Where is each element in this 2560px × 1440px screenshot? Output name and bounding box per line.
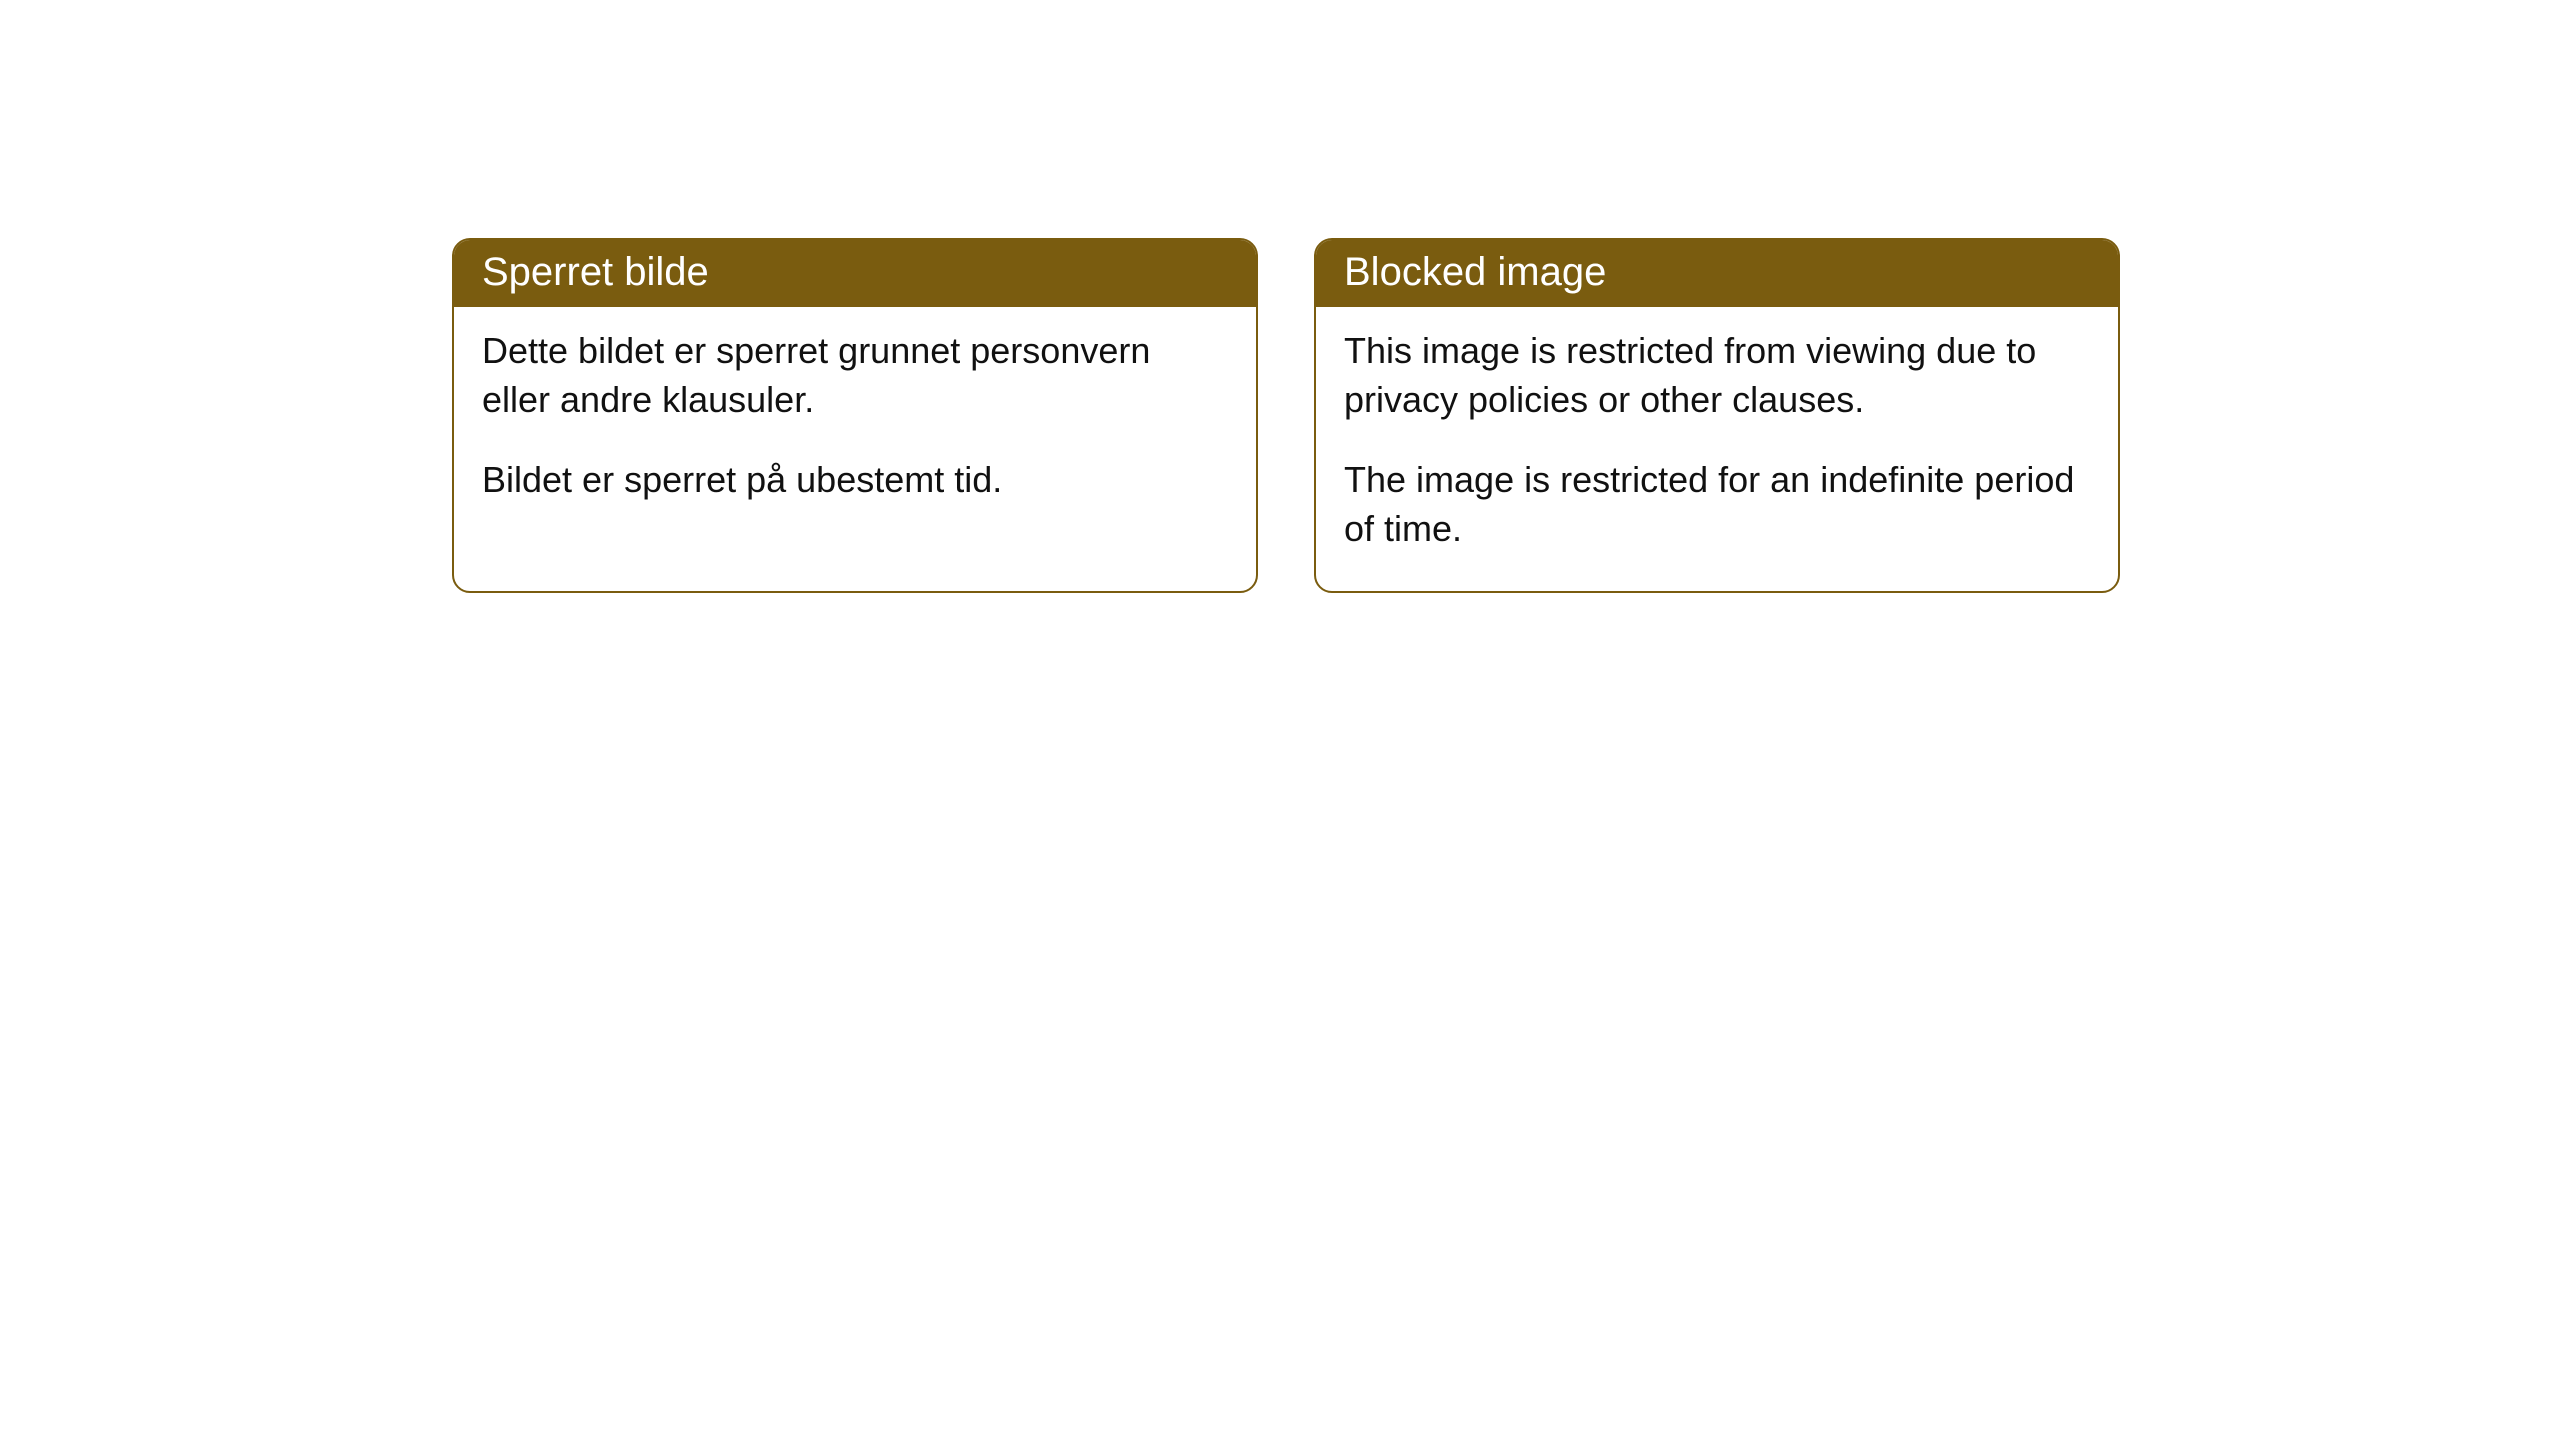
card-paragraph-1: This image is restricted from viewing du… [1344,327,2090,424]
card-paragraph-2: The image is restricted for an indefinit… [1344,456,2090,553]
card-paragraph-1: Dette bildet er sperret grunnet personve… [482,327,1228,424]
blocked-image-card-norwegian: Sperret bilde Dette bildet er sperret gr… [452,238,1258,593]
notice-cards-container: Sperret bilde Dette bildet er sperret gr… [452,238,2120,593]
blocked-image-card-english: Blocked image This image is restricted f… [1314,238,2120,593]
card-header: Sperret bilde [454,240,1256,307]
card-paragraph-2: Bildet er sperret på ubestemt tid. [482,456,1228,505]
card-header: Blocked image [1316,240,2118,307]
card-title: Sperret bilde [482,250,709,294]
card-body: Dette bildet er sperret grunnet personve… [454,307,1256,543]
card-body: This image is restricted from viewing du… [1316,307,2118,591]
card-title: Blocked image [1344,250,1606,294]
